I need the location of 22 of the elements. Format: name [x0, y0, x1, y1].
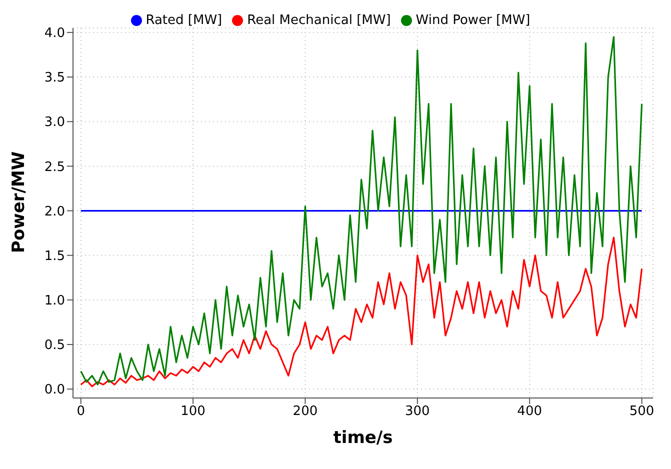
- x-tick-label: 300: [404, 404, 430, 420]
- x-tick-label: 0: [76, 404, 85, 420]
- legend-label: Rated [MW]: [146, 13, 222, 28]
- y-tick-label: 1.0: [44, 294, 65, 309]
- x-tick-label: 200: [292, 404, 318, 420]
- y-tick-label: 3.0: [44, 115, 65, 130]
- x-tick-label: 100: [180, 404, 206, 420]
- line-series: [80, 236, 643, 388]
- x-axis-title: time/s: [333, 428, 393, 448]
- x-tick-label: 500: [629, 404, 654, 420]
- legend-label: Wind Power [MW]: [416, 13, 530, 28]
- y-tick-label: 4.0: [44, 26, 65, 42]
- y-tick-label: 0.5: [44, 338, 65, 354]
- x-tick-label: 400: [517, 404, 542, 420]
- y-tick-label: 3.5: [44, 70, 65, 86]
- y-axis-title: Power/MW: [9, 151, 30, 253]
- y-tick-label: 0.0: [44, 382, 65, 398]
- y-tick-label: 2.0: [44, 204, 65, 220]
- y-tick-label: 1.5: [44, 248, 65, 264]
- line-series: [80, 36, 643, 386]
- y-tick-label: 2.5: [44, 160, 65, 175]
- legend-label: Real Mechanical [MW]: [247, 13, 391, 28]
